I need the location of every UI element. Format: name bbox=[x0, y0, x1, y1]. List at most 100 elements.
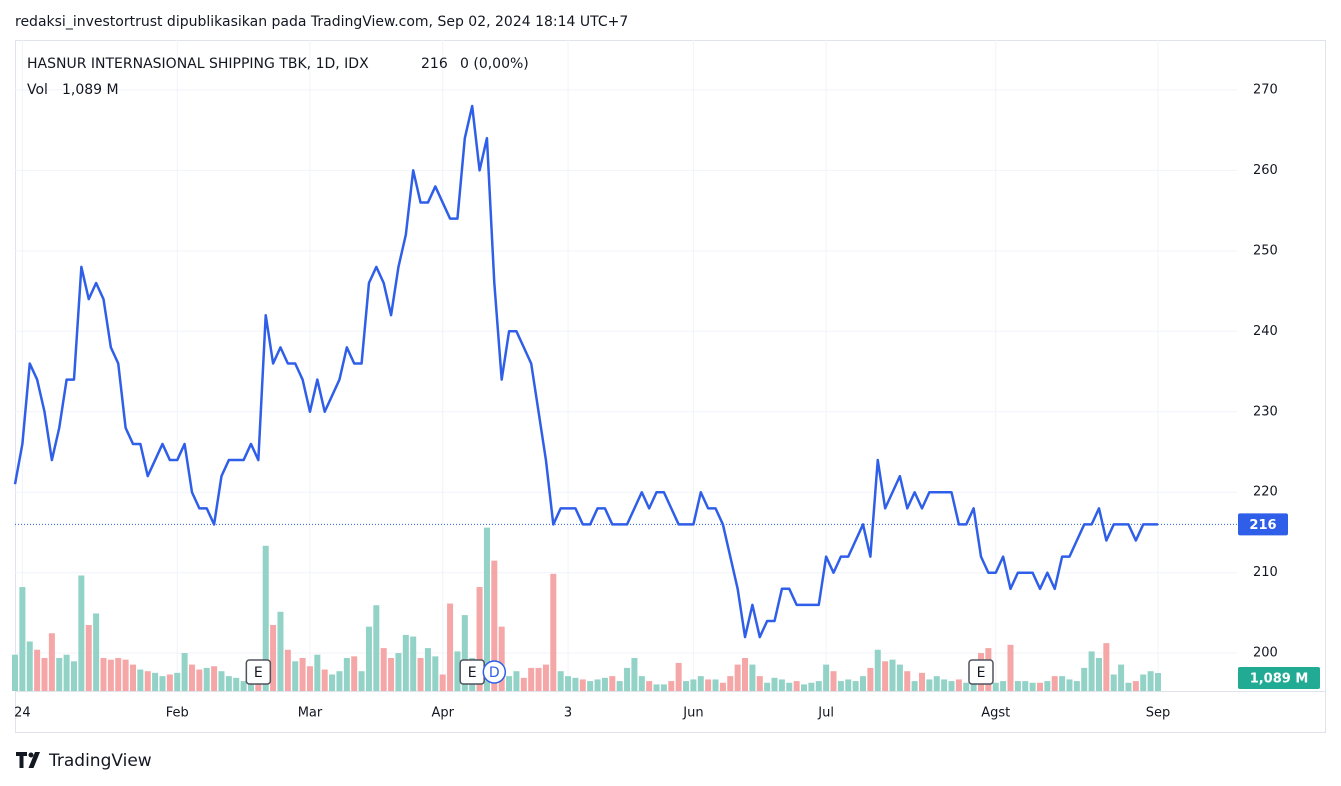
volume-bar bbox=[321, 669, 328, 691]
volume-bar bbox=[919, 672, 926, 691]
volume-bar bbox=[19, 587, 26, 691]
volume-bar bbox=[565, 676, 572, 691]
volume-bar bbox=[1103, 643, 1110, 691]
volume-bar bbox=[660, 684, 667, 691]
volume-bar bbox=[365, 626, 372, 691]
volume-bar bbox=[402, 634, 409, 691]
volume-bar bbox=[528, 667, 535, 691]
volume-bar bbox=[1088, 651, 1095, 691]
volume-bar bbox=[756, 676, 763, 691]
volume-bar bbox=[668, 681, 675, 691]
event-label: D bbox=[489, 665, 500, 681]
volume-bar bbox=[609, 676, 616, 691]
volume-bar bbox=[218, 671, 225, 691]
volume-bar bbox=[26, 641, 33, 691]
brand-logo bbox=[16, 752, 40, 768]
volume-bar bbox=[439, 674, 446, 691]
volume-bar bbox=[188, 664, 195, 691]
volume-bar bbox=[1154, 673, 1161, 691]
volume-bar bbox=[203, 667, 210, 691]
y-tick-label: 270 bbox=[1253, 82, 1278, 97]
dividend-marker bbox=[482, 660, 507, 684]
volume-bar bbox=[933, 676, 940, 691]
volume-bar bbox=[395, 653, 402, 691]
volume-bar bbox=[85, 625, 92, 691]
volume-bar bbox=[358, 671, 365, 691]
volume-bar bbox=[926, 679, 933, 691]
volume-bar bbox=[144, 671, 151, 691]
volume-bar bbox=[771, 677, 778, 691]
volume-bar bbox=[270, 625, 277, 691]
volume-bar bbox=[292, 661, 299, 691]
volume-bar bbox=[432, 656, 439, 691]
volume-bar bbox=[601, 677, 608, 691]
volume-bar bbox=[100, 658, 107, 691]
volume-bar bbox=[351, 656, 358, 691]
volume-bar bbox=[535, 667, 542, 691]
x-tick-label: Sep bbox=[1146, 706, 1171, 721]
earnings-marker bbox=[968, 659, 994, 685]
price-line bbox=[13, 104, 1158, 639]
volume-bar bbox=[284, 649, 291, 691]
volume-bar bbox=[690, 679, 697, 691]
volume-value: 1,089 M bbox=[62, 82, 119, 98]
volume-bar bbox=[181, 653, 188, 691]
volume-bar bbox=[631, 658, 638, 691]
volume-bar bbox=[683, 681, 690, 691]
price-change: 0 (0,00%) bbox=[460, 56, 529, 72]
volume-bar bbox=[1059, 676, 1066, 691]
price-badge: 216 bbox=[1249, 518, 1276, 533]
volume-bar bbox=[233, 677, 240, 691]
volume-bar bbox=[491, 560, 498, 691]
volume-bar bbox=[498, 626, 505, 691]
volume-bar bbox=[70, 661, 77, 691]
volume-bar bbox=[262, 545, 269, 691]
volume-bar bbox=[1132, 681, 1139, 691]
y-tick-label: 230 bbox=[1253, 404, 1278, 419]
volume-bar bbox=[174, 672, 181, 691]
volume-bar bbox=[41, 658, 48, 691]
caption: redaksi_investortrust dipublikasikan pad… bbox=[15, 14, 628, 30]
volume-bar bbox=[1066, 679, 1073, 691]
volume-bar bbox=[137, 669, 144, 691]
volume-bar bbox=[380, 648, 387, 691]
volume-bar bbox=[1118, 664, 1125, 691]
volume-bar bbox=[542, 664, 549, 691]
volume-bar bbox=[830, 671, 837, 691]
y-tick-label: 260 bbox=[1253, 163, 1278, 178]
volume-bar bbox=[417, 658, 424, 691]
volume-bar bbox=[860, 676, 867, 691]
volume-bar bbox=[845, 679, 852, 691]
volume-bar bbox=[211, 666, 218, 691]
y-tick-label: 220 bbox=[1253, 485, 1278, 500]
volume-bar bbox=[1095, 658, 1102, 691]
volume-bar bbox=[225, 676, 232, 691]
volume-bar bbox=[506, 676, 513, 691]
volume-bar bbox=[719, 682, 726, 691]
volume-bar bbox=[705, 679, 712, 691]
volume-bar bbox=[572, 677, 579, 691]
x-tick-label: Mar bbox=[298, 706, 323, 721]
volume-bar bbox=[882, 661, 889, 691]
y-tick-label: 250 bbox=[1253, 243, 1278, 258]
volume-bar bbox=[963, 682, 970, 691]
volume-bar bbox=[12, 654, 18, 691]
volume-bar bbox=[889, 659, 896, 691]
event-label: E bbox=[468, 665, 477, 681]
volume-bar bbox=[1125, 682, 1132, 691]
volume-bar bbox=[343, 658, 350, 691]
volume-bar bbox=[1000, 681, 1007, 691]
x-tick-label: Apr bbox=[431, 706, 454, 721]
volume-bar bbox=[277, 611, 284, 691]
volume-bar bbox=[78, 575, 85, 691]
volume-bar bbox=[808, 682, 815, 691]
volume-bar bbox=[1081, 667, 1088, 691]
volume-bar bbox=[410, 636, 417, 691]
volume-bar bbox=[115, 658, 122, 691]
volume-bar bbox=[159, 676, 166, 691]
earnings-marker bbox=[245, 659, 272, 685]
volume-bar bbox=[196, 669, 203, 691]
last-price: 216 bbox=[421, 56, 448, 72]
volume-bar bbox=[867, 667, 874, 691]
